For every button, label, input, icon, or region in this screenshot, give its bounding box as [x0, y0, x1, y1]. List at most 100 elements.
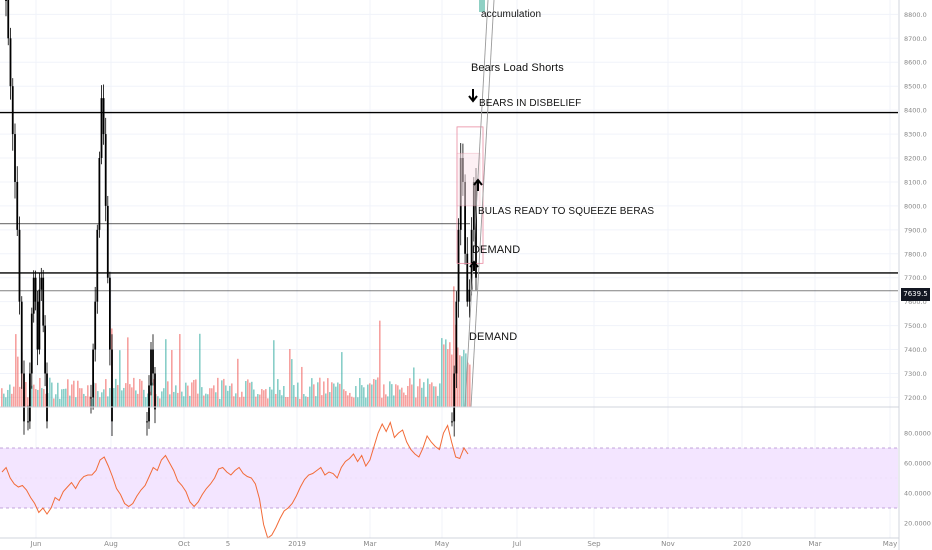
accumulation-bar: [479, 0, 485, 12]
volume-bar: [253, 389, 255, 407]
candle-body: [23, 373, 25, 422]
rsi-tick-label: 80.0000: [904, 430, 931, 438]
overlay-box: [456, 152, 481, 207]
price-tick-label: 7500.0: [904, 322, 927, 330]
volume-bar: [221, 380, 223, 407]
volume-bar: [71, 384, 73, 407]
volume-bar: [465, 353, 467, 407]
volume-bar: [447, 349, 449, 407]
candle-body: [104, 134, 107, 206]
volume-bar: [383, 384, 385, 407]
volume-bar: [361, 385, 363, 407]
volume-bar: [379, 320, 381, 407]
volume-bar: [53, 398, 55, 407]
volume-bar: [437, 395, 439, 407]
volume-bar: [329, 392, 331, 407]
volume-bar: [463, 349, 465, 407]
volume-bar: [231, 383, 233, 407]
volume-bar: [421, 387, 423, 407]
volume-bar: [49, 377, 51, 407]
volume-bar: [299, 398, 301, 407]
volume-bar: [219, 398, 221, 407]
volume-bar: [89, 396, 91, 407]
volume-bar: [427, 378, 429, 407]
price-tick-label: 8800.0: [904, 11, 927, 19]
volume-bar: [97, 391, 99, 407]
volume-bar: [327, 378, 329, 407]
volume-bar: [43, 389, 45, 407]
volume-bar: [223, 378, 225, 407]
volume-bar: [213, 385, 215, 407]
volume-bar: [265, 389, 267, 407]
volume-bar: [397, 385, 399, 407]
volume-bar: [375, 379, 377, 407]
candle-body: [32, 277, 35, 314]
annotation-bears-in-disbelief: BEARS IN DISBELIEF: [479, 98, 582, 109]
candle-body: [27, 421, 29, 423]
price-tick-label: 7800.0: [904, 250, 927, 258]
volume-bar: [281, 395, 283, 407]
volume-bar: [393, 395, 395, 407]
volume-bar: [63, 388, 65, 407]
annotation-bears-load-shorts: Bears Load Shorts: [471, 62, 564, 74]
volume-bar: [365, 397, 367, 407]
rsi-band: [0, 448, 898, 508]
price-tick-label: 8400.0: [904, 107, 927, 115]
volume-bar: [369, 383, 371, 407]
volume-bar: [55, 394, 57, 407]
volume-bar: [309, 386, 311, 407]
volume-bar: [117, 385, 119, 407]
volume-bar: [171, 350, 173, 407]
volume-bar: [59, 398, 61, 407]
annotation-accumulation: accumulation: [481, 9, 542, 20]
volume-bar: [153, 379, 155, 407]
volume-bar: [85, 395, 87, 407]
volume-bar: [189, 395, 191, 407]
time-tick-label: Jun: [30, 540, 42, 548]
candle-body: [14, 134, 16, 182]
volume-bar: [9, 384, 11, 407]
volume-bar: [91, 398, 93, 407]
volume-bar: [315, 396, 317, 407]
volume-bar: [293, 385, 295, 407]
volume-bar: [115, 378, 117, 407]
arrow-up-icon: [469, 260, 479, 268]
volume-bar: [109, 388, 111, 407]
time-tick-label: May: [435, 540, 449, 548]
volume-bar: [385, 394, 387, 407]
volume-bar: [229, 385, 231, 407]
volume-bar: [291, 359, 293, 407]
volume-bar: [263, 390, 265, 407]
candle-body: [30, 313, 33, 374]
candle-body: [46, 373, 48, 422]
volume-bar: [141, 380, 143, 407]
volume-bar: [83, 393, 85, 407]
volume-bar: [101, 392, 103, 407]
volume-bar: [75, 397, 77, 407]
candle-body: [150, 349, 152, 386]
volume-bar: [403, 392, 405, 407]
volume-bar: [297, 382, 299, 407]
volume-bar: [225, 385, 227, 407]
volume-bar: [51, 382, 53, 407]
candle-body: [11, 86, 14, 135]
rsi-tick-label: 40.0000: [904, 490, 931, 498]
candle-body: [100, 98, 103, 159]
volume-bar: [27, 397, 29, 407]
volume-bar: [277, 379, 279, 407]
candle-body: [44, 325, 46, 374]
volume-bar: [57, 382, 59, 407]
volume-bar: [339, 383, 341, 407]
volume-bar: [467, 362, 469, 407]
volume-bar: [129, 384, 131, 407]
time-tick-label: 2020: [733, 540, 751, 548]
volume-bar: [125, 383, 127, 407]
volume-bar: [157, 396, 159, 407]
volume-bar: [401, 387, 403, 407]
candle-body: [36, 301, 39, 350]
volume-bar: [419, 378, 421, 407]
candle-body: [106, 205, 109, 278]
volume-bar: [17, 356, 19, 407]
volume-bar: [433, 386, 435, 407]
volume-bar: [123, 387, 125, 407]
